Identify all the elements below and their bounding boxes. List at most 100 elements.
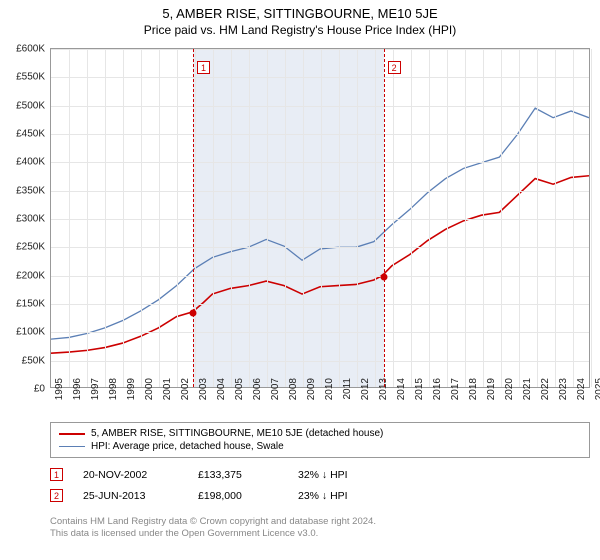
legend-label: HPI: Average price, detached house, Swal… (91, 441, 284, 452)
gridline-v (411, 49, 412, 387)
y-axis-label: £0 (0, 384, 45, 395)
x-axis-label: 2001 (162, 378, 173, 408)
gridline-h (51, 191, 589, 192)
gridline-v (87, 49, 88, 387)
gridline-v (537, 49, 538, 387)
x-axis-label: 2000 (144, 378, 155, 408)
x-axis-label: 2008 (288, 378, 299, 408)
x-axis-label: 2019 (486, 378, 497, 408)
x-axis-label: 2015 (414, 378, 425, 408)
sale-pct: 32% ↓ HPI (298, 469, 398, 481)
x-axis-label: 2003 (198, 378, 209, 408)
gridline-v (465, 49, 466, 387)
sale-date: 25-JUN-2013 (83, 490, 178, 502)
x-axis-label: 2012 (360, 378, 371, 408)
y-axis-label: £200K (0, 270, 45, 281)
gridline-v (267, 49, 268, 387)
marker-line (384, 49, 385, 387)
sale-pct: 23% ↓ HPI (298, 490, 398, 502)
sale-price: £198,000 (198, 490, 278, 502)
x-axis-label: 2018 (468, 378, 479, 408)
gridline-v (555, 49, 556, 387)
gridline-h (51, 276, 589, 277)
gridline-v (321, 49, 322, 387)
gridline-v (105, 49, 106, 387)
x-axis-label: 2007 (270, 378, 281, 408)
gridline-v (231, 49, 232, 387)
x-axis-label: 2023 (558, 378, 569, 408)
sale-price: £133,375 (198, 469, 278, 481)
x-axis-label: 2011 (342, 378, 353, 408)
gridline-h (51, 219, 589, 220)
gridline-v (447, 49, 448, 387)
gridline-v (501, 49, 502, 387)
sale-index: 2 (50, 489, 63, 502)
x-axis-label: 2002 (180, 378, 191, 408)
x-axis-label: 1998 (108, 378, 119, 408)
gridline-v (357, 49, 358, 387)
sale-point-dot (190, 310, 197, 317)
sale-point-dot (380, 273, 387, 280)
x-axis-label: 1995 (54, 378, 65, 408)
gridline-h (51, 134, 589, 135)
sale-row: 120-NOV-2002£133,37532% ↓ HPI (50, 464, 398, 485)
y-axis-label: £400K (0, 157, 45, 168)
plot-area: £0£50K£100K£150K£200K£250K£300K£350K£400… (50, 48, 590, 388)
y-axis-label: £500K (0, 100, 45, 111)
gridline-v (573, 49, 574, 387)
x-axis-label: 2020 (504, 378, 515, 408)
gridline-h (51, 49, 589, 50)
gridline-v (519, 49, 520, 387)
series-line (51, 176, 589, 353)
gridline-v (393, 49, 394, 387)
sale-index: 1 (50, 468, 63, 481)
gridline-v (159, 49, 160, 387)
gridline-h (51, 304, 589, 305)
gridline-v (591, 49, 592, 387)
gridline-v (375, 49, 376, 387)
legend-swatch (59, 433, 85, 435)
gridline-v (69, 49, 70, 387)
x-axis-label: 2017 (450, 378, 461, 408)
gridline-v (141, 49, 142, 387)
legend: 5, AMBER RISE, SITTINGBOURNE, ME10 5JE (… (50, 422, 590, 458)
x-axis-label: 2021 (522, 378, 533, 408)
x-axis-label: 1997 (90, 378, 101, 408)
legend-item: 5, AMBER RISE, SITTINGBOURNE, ME10 5JE (… (59, 427, 581, 440)
gridline-h (51, 106, 589, 107)
gridline-h (51, 77, 589, 78)
x-axis-label: 2010 (324, 378, 335, 408)
line-series-svg (51, 49, 589, 387)
y-axis-label: £600K (0, 44, 45, 55)
marker-box: 2 (388, 61, 401, 74)
y-axis-label: £50K (0, 355, 45, 366)
chart-container: 5, AMBER RISE, SITTINGBOURNE, ME10 5JE P… (0, 0, 600, 560)
gridline-v (177, 49, 178, 387)
y-axis-label: £250K (0, 242, 45, 253)
gridline-v (213, 49, 214, 387)
x-axis-label: 2014 (396, 378, 407, 408)
x-axis-label: 2005 (234, 378, 245, 408)
marker-line (193, 49, 194, 387)
legend-label: 5, AMBER RISE, SITTINGBOURNE, ME10 5JE (… (91, 428, 383, 439)
footer-line2: This data is licensed under the Open Gov… (50, 528, 376, 540)
gridline-h (51, 361, 589, 362)
x-axis-label: 2022 (540, 378, 551, 408)
gridline-h (51, 162, 589, 163)
x-axis-label: 1999 (126, 378, 137, 408)
gridline-v (195, 49, 196, 387)
y-axis-label: £450K (0, 129, 45, 140)
legend-swatch (59, 446, 85, 447)
x-axis-label: 2006 (252, 378, 263, 408)
footer-attribution: Contains HM Land Registry data © Crown c… (50, 516, 376, 541)
x-axis-label: 2004 (216, 378, 227, 408)
gridline-v (483, 49, 484, 387)
chart-title: 5, AMBER RISE, SITTINGBOURNE, ME10 5JE (0, 0, 600, 21)
y-axis-label: £150K (0, 299, 45, 310)
gridline-v (123, 49, 124, 387)
marker-box: 1 (197, 61, 210, 74)
x-axis-label: 2016 (432, 378, 443, 408)
x-axis-label: 2009 (306, 378, 317, 408)
legend-item: HPI: Average price, detached house, Swal… (59, 440, 581, 453)
y-axis-label: £550K (0, 72, 45, 83)
